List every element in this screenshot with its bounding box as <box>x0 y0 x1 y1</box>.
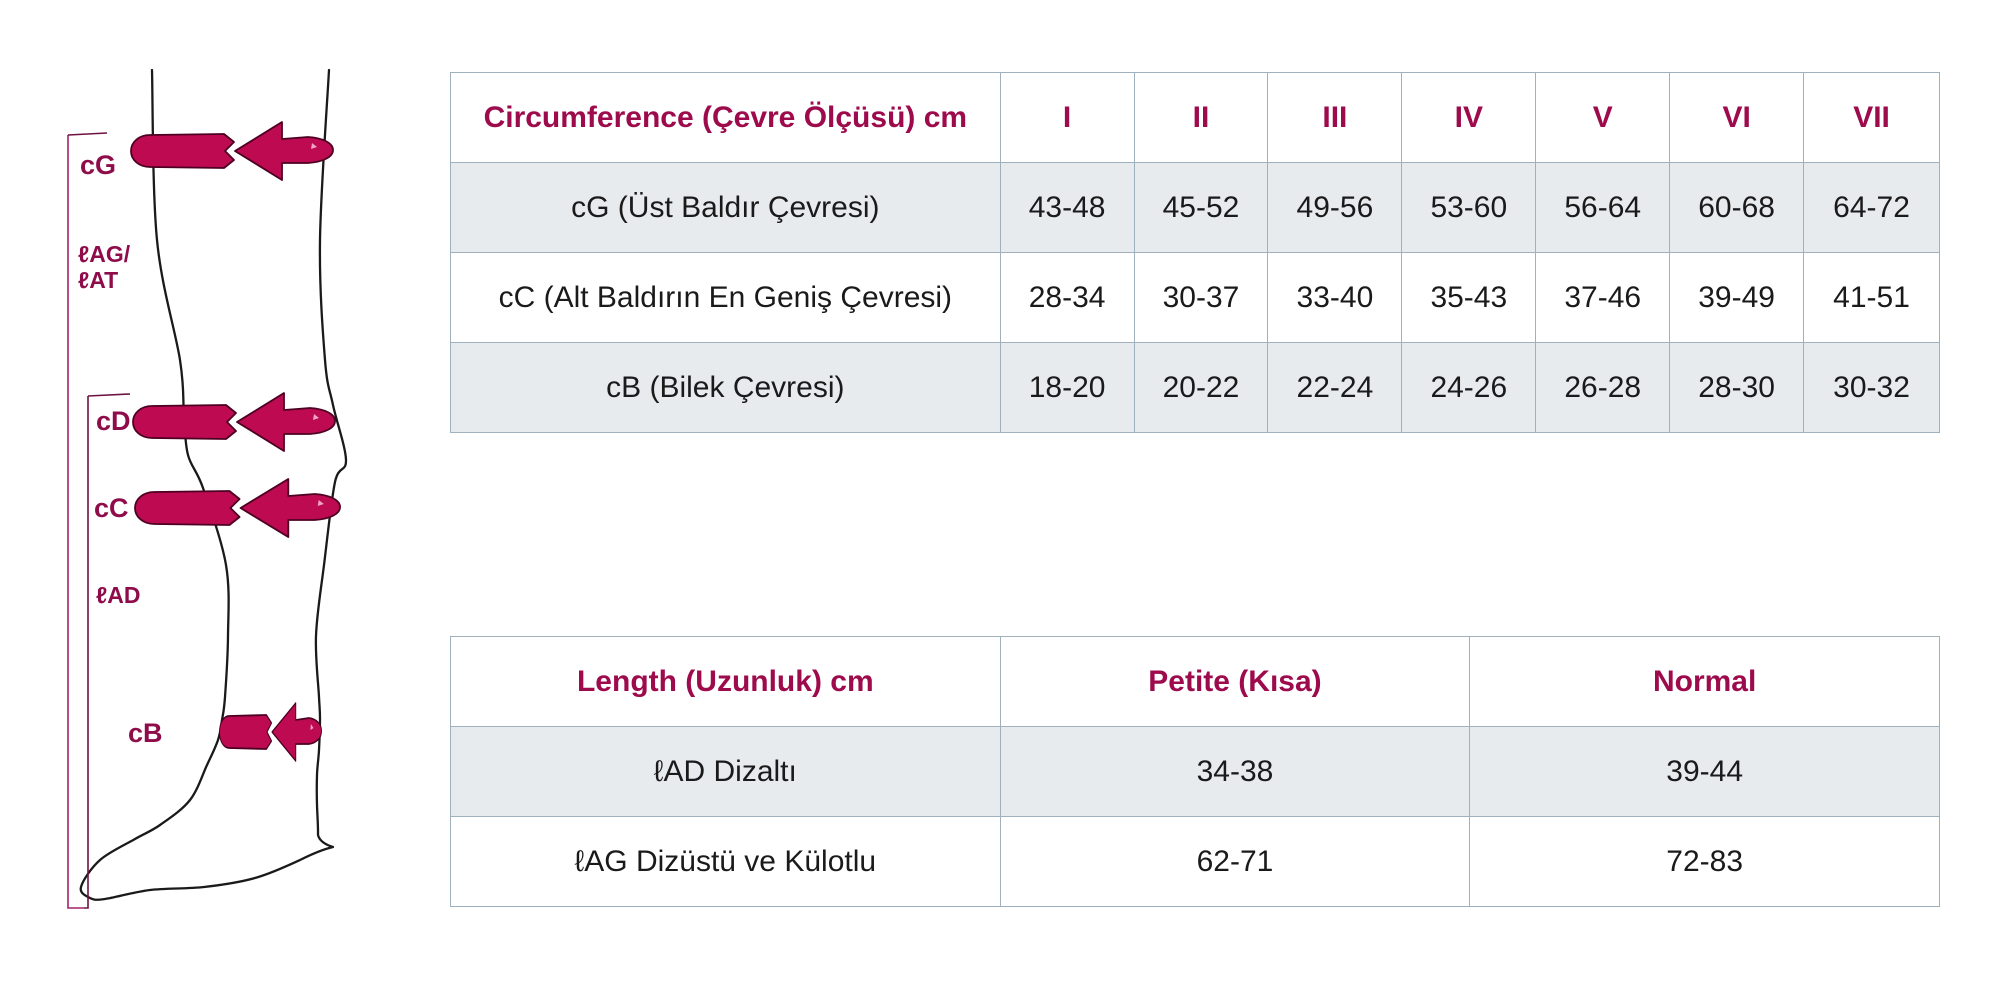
svg-text:ℓAG/: ℓAG/ <box>78 241 131 267</box>
svg-text:cC: cC <box>94 493 129 523</box>
svg-text:ℓAT: ℓAT <box>78 267 118 293</box>
svg-text:ℓAD: ℓAD <box>96 582 140 608</box>
svg-text:cG: cG <box>80 150 116 180</box>
svg-text:cB: cB <box>128 718 163 748</box>
svg-text:cD: cD <box>96 406 131 436</box>
